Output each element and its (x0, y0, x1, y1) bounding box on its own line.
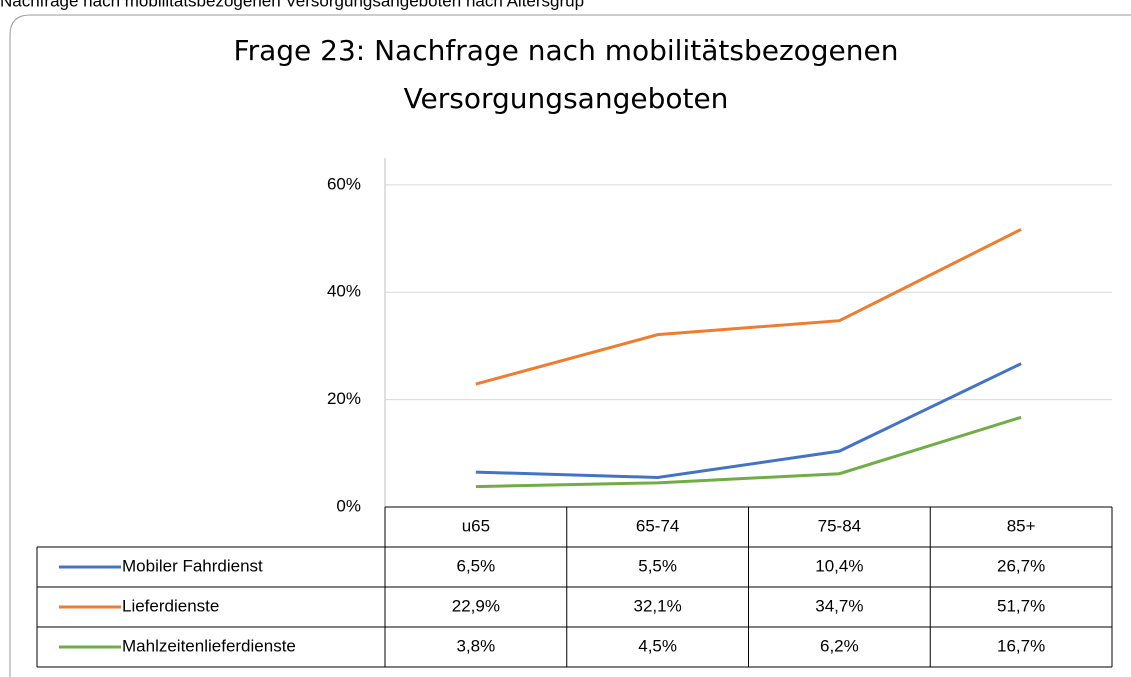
caption: Nachfrage nach mobilitätsbezogenen Verso… (0, 0, 584, 10)
line (475, 415, 1022, 489)
x-tick-label: u65 (462, 516, 490, 535)
frame (9, 14, 1131, 677)
x-tick-label: 85+ (1007, 516, 1036, 535)
data-label: 10,4% (815, 556, 863, 575)
y-tick-label: 40% (327, 282, 361, 301)
y-tick-label: 60% (327, 174, 361, 193)
data-label: 32,1% (634, 596, 682, 615)
y-tick-label: 20% (327, 389, 361, 408)
legend-label: Mobiler Fahrdienst (122, 556, 263, 575)
data-label: 26,7% (997, 556, 1045, 575)
x-tick-label: 65-74 (636, 516, 679, 535)
data-label: 3,8% (457, 636, 496, 655)
y-tick-label: 0% (336, 496, 361, 515)
data-label: 6,5% (457, 556, 496, 575)
line (475, 362, 1022, 479)
data-label: 34,7% (815, 596, 863, 615)
data-label: 16,7% (997, 636, 1045, 655)
data-label: 4,5% (638, 636, 677, 655)
legend-label: Mahlzeitenlieferdienste (122, 636, 296, 655)
chart-title: Frage 23: Nachfrage nach mobilitätsbezog… (234, 34, 899, 67)
x-tick-label: 75-84 (818, 516, 861, 535)
line (475, 228, 1022, 386)
legend-label: Lieferdienste (122, 596, 219, 615)
chart-subtitle: Versorgungsangeboten (404, 82, 729, 115)
data-label: 22,9% (452, 596, 500, 615)
data-label: 5,5% (638, 556, 677, 575)
data-label: 6,2% (820, 636, 859, 655)
data-label: 51,7% (997, 596, 1045, 615)
